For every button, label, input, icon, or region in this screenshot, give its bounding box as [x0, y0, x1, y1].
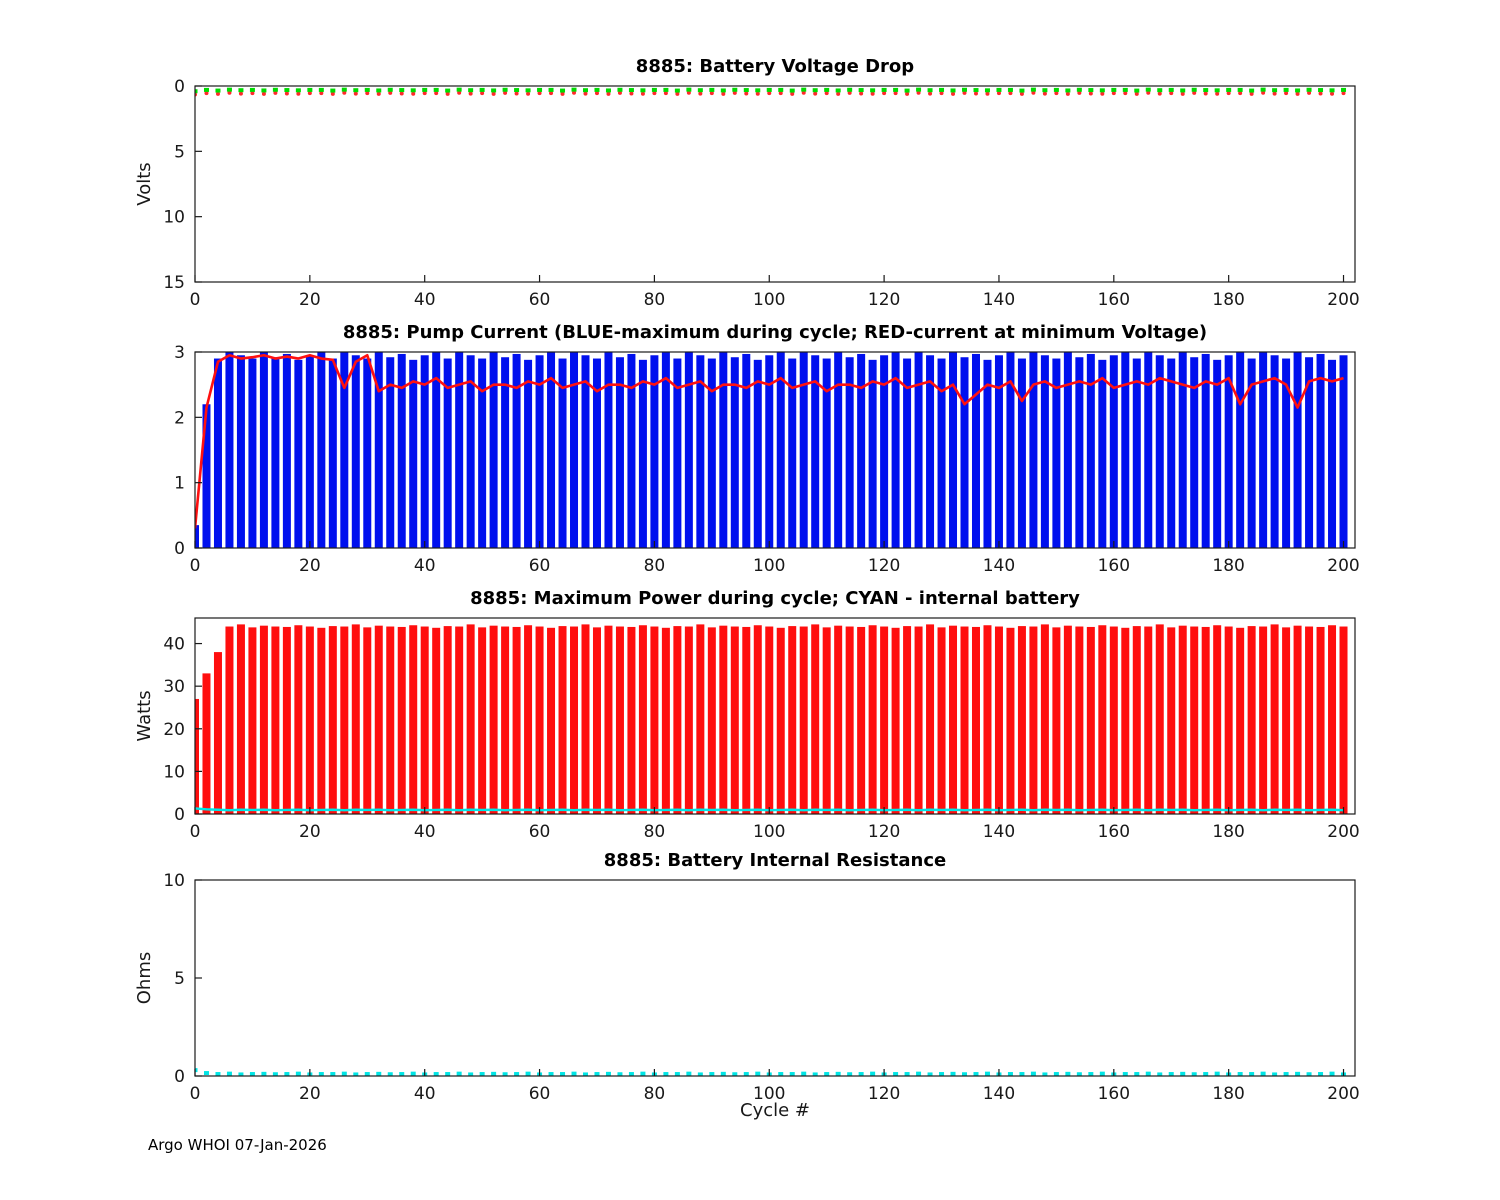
- svg-text:0: 0: [174, 1067, 185, 1087]
- svg-text:20: 20: [299, 556, 321, 576]
- svg-text:0: 0: [190, 556, 201, 576]
- svg-text:180: 180: [1212, 556, 1244, 576]
- svg-text:60: 60: [529, 1084, 551, 1104]
- svg-text:60: 60: [529, 556, 551, 576]
- plot-title-pump-current: 8885: Pump Current (BLUE-maximum during …: [342, 322, 1208, 343]
- y-axis-label-volts: Volts: [134, 162, 155, 205]
- svg-text:160: 160: [1098, 556, 1130, 576]
- svg-text:140: 140: [983, 290, 1015, 310]
- footer-text: Argo WHOI 07-Jan-2026: [148, 1136, 327, 1154]
- svg-text:120: 120: [868, 1084, 900, 1104]
- svg-text:200: 200: [1327, 822, 1359, 842]
- svg-text:120: 120: [868, 822, 900, 842]
- svg-text:160: 160: [1098, 1084, 1130, 1104]
- axes-max-power: Watts 0 20 40 60 80 100 120 140 160 180 200 0 10 20 30…: [134, 617, 1360, 842]
- svg-text:180: 180: [1212, 290, 1244, 310]
- svg-text:0: 0: [174, 77, 185, 97]
- svg-text:0: 0: [190, 822, 201, 842]
- axes-pump-current: 0 20 40 60 80 100 120 140 160 180 200 0 1 2 3: [174, 343, 1360, 576]
- svg-text:140: 140: [983, 822, 1015, 842]
- svg-text:40: 40: [414, 1084, 436, 1104]
- svg-text:1: 1: [174, 474, 185, 494]
- plot-internal-resistance: Ohms 0 20 40 60 80 100 120 140 160 180 200 0 5 10 888…: [0, 850, 1500, 1108]
- plot-title-voltage-drop: 8885: Battery Voltage Drop: [635, 56, 915, 77]
- plot-title-max-power: 8885: Maximum Power during cycle; CYAN -…: [470, 588, 1080, 609]
- svg-text:80: 80: [644, 1084, 666, 1104]
- svg-text:100: 100: [753, 556, 785, 576]
- svg-text:180: 180: [1212, 822, 1244, 842]
- svg-text:120: 120: [868, 290, 900, 310]
- svg-text:40: 40: [414, 822, 436, 842]
- axes-battery-voltage-drop: Volts 0 20 40 60 80 100 120 140 160 180 200 0 5 10 15: [134, 77, 1360, 310]
- svg-text:0: 0: [174, 805, 185, 825]
- svg-text:60: 60: [529, 822, 551, 842]
- svg-text:30: 30: [163, 677, 185, 697]
- svg-text:3: 3: [174, 343, 185, 363]
- svg-text:140: 140: [983, 1084, 1015, 1104]
- svg-text:100: 100: [753, 1084, 785, 1104]
- x-axis-label-cycle: Cycle #: [740, 1100, 810, 1121]
- svg-text:0: 0: [190, 1084, 201, 1104]
- svg-text:5: 5: [174, 142, 185, 162]
- svg-text:200: 200: [1327, 1084, 1359, 1104]
- svg-text:200: 200: [1327, 290, 1359, 310]
- svg-text:180: 180: [1212, 1084, 1244, 1104]
- svg-text:40: 40: [163, 635, 185, 655]
- axes-internal-resistance: Ohms 0 20 40 60 80 100 120 140 160 180 200 0 5 10: [134, 871, 1360, 1104]
- svg-text:60: 60: [529, 290, 551, 310]
- svg-text:200: 200: [1327, 556, 1359, 576]
- svg-text:40: 40: [414, 290, 436, 310]
- svg-text:20: 20: [299, 822, 321, 842]
- svg-text:5: 5: [174, 969, 185, 989]
- svg-text:0: 0: [174, 539, 185, 559]
- svg-text:40: 40: [414, 556, 436, 576]
- y-axis-label-watts: Watts: [134, 690, 155, 741]
- svg-text:80: 80: [644, 290, 666, 310]
- svg-text:80: 80: [644, 822, 666, 842]
- svg-text:2: 2: [174, 408, 185, 428]
- y-axis-label-ohms: Ohms: [134, 952, 155, 1005]
- svg-text:100: 100: [753, 290, 785, 310]
- svg-text:120: 120: [868, 556, 900, 576]
- svg-text:0: 0: [190, 290, 201, 310]
- svg-text:20: 20: [163, 720, 185, 740]
- plot-title-internal-resistance: 8885: Battery Internal Resistance: [603, 850, 947, 871]
- svg-text:20: 20: [299, 1084, 321, 1104]
- svg-text:20: 20: [299, 290, 321, 310]
- svg-text:140: 140: [983, 556, 1015, 576]
- svg-text:10: 10: [163, 762, 185, 782]
- plot-pump-current: 0 20 40 60 80 100 120 140 160 180 200 0 1 2 3 8885: Pu…: [0, 322, 1500, 580]
- svg-text:160: 160: [1098, 822, 1130, 842]
- svg-text:160: 160: [1098, 290, 1130, 310]
- svg-text:100: 100: [753, 822, 785, 842]
- svg-text:10: 10: [163, 208, 185, 228]
- plot-battery-voltage-drop: Volts 0 20 40 60 80 100 120 140 160 180 200 0 5 10 15 …: [0, 56, 1500, 314]
- svg-text:15: 15: [163, 273, 185, 293]
- svg-text:10: 10: [163, 871, 185, 891]
- plot-max-power: Watts 0 20 40 60 80 100 120 140 160 180 200 0 10 20 30…: [0, 588, 1500, 846]
- svg-text:80: 80: [644, 556, 666, 576]
